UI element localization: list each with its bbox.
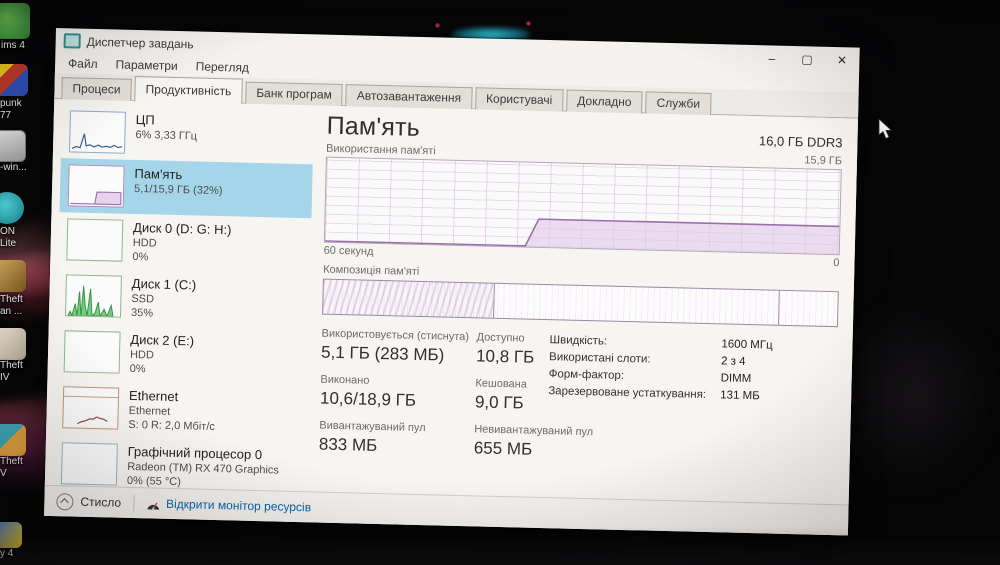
disk0-mini-graph xyxy=(66,218,124,262)
desktop-icon-sims[interactable] xyxy=(0,3,30,39)
memory-statistics: Використовується (стиснута) 5,1 ГБ (283 … xyxy=(319,328,838,468)
detail-value: 1600 МГц xyxy=(721,338,773,352)
memory-usage-graph xyxy=(323,156,842,256)
sidebar-item-ethernet[interactable]: Ethernet Ethernet S: 0 R: 2,0 Мбіт/с xyxy=(54,380,307,442)
cpu-mini-graph xyxy=(68,110,126,154)
menu-view[interactable]: Перегляд xyxy=(195,59,250,75)
gpu-mini-graph xyxy=(60,442,118,486)
window-title: Диспетчер завдань xyxy=(86,34,194,51)
desktop-icon-label: ims 4 xyxy=(1,40,25,51)
sidebar-item-sub: 6% 3,33 ГГц xyxy=(135,128,198,143)
tab-startup[interactable]: Автозавантаження xyxy=(345,84,473,110)
maximize-button[interactable]: ▢ xyxy=(801,51,813,66)
graph-time-label: 60 секунд xyxy=(323,244,374,258)
stat-nonpaged-pool: Невивантажуваний пул 655 МБ xyxy=(473,423,594,459)
red-indicator-dot xyxy=(435,23,440,28)
sidebar-item-sub: HDD xyxy=(129,348,155,362)
desktop-icon-cyberpunk[interactable] xyxy=(0,64,28,96)
tab-details[interactable]: Докладно xyxy=(566,89,643,114)
disk1-mini-graph xyxy=(64,274,122,318)
disk2-mini-graph xyxy=(63,330,121,374)
tab-app-history[interactable]: Банк програм xyxy=(245,81,344,107)
memory-usage-fill xyxy=(324,219,840,255)
sidebar-item-memory[interactable]: Пам'ять 5,1/15,9 ГБ (32%) xyxy=(59,158,313,219)
sidebar-item-sub: S: 0 R: 2,0 Мбіт/с xyxy=(128,418,215,433)
detail-label: Використані слоти: xyxy=(548,351,651,366)
resource-monitor-icon xyxy=(146,501,159,510)
ethernet-mini-graph xyxy=(62,386,120,430)
memory-mini-graph xyxy=(67,164,125,208)
usage-graph-label: Використання пам'яті xyxy=(325,142,436,158)
desktop-icon-label: Theft an ... xyxy=(0,294,23,317)
footer-divider xyxy=(132,495,135,512)
app-icon xyxy=(63,33,81,49)
menu-file[interactable]: Файл xyxy=(67,56,98,72)
collapse-label[interactable]: Стисло xyxy=(80,494,122,510)
sidebar-item-disk1[interactable]: Диск 1 (C:) SSD 35% xyxy=(57,268,310,330)
desktop-icon-gta-v[interactable] xyxy=(0,424,26,456)
usage-graph-max: 15,9 ГБ xyxy=(804,154,843,168)
composition-inuse-segment xyxy=(323,279,495,318)
sidebar-item-sub: 0% xyxy=(132,250,149,264)
sidebar-item-disk0[interactable]: Диск 0 (D: G: H:) HDD 0% xyxy=(58,212,311,274)
menu-options[interactable]: Параметри xyxy=(115,57,178,73)
memory-usage-line xyxy=(325,214,840,254)
tab-services[interactable]: Служби xyxy=(645,91,712,116)
desktop-icon-label: ON Lite xyxy=(0,226,17,249)
desktop-icon-gta-sa[interactable] xyxy=(0,260,26,292)
mouse-cursor xyxy=(878,118,893,140)
screen-haze xyxy=(855,290,1000,500)
pane-title: Пам'ять xyxy=(326,111,421,142)
desktop-icon-gta-iv[interactable] xyxy=(0,328,26,360)
sidebar-item-sub: 35% xyxy=(130,306,154,320)
composition-standby-divider xyxy=(777,290,780,325)
tab-performance[interactable]: Продуктивність xyxy=(134,75,243,105)
close-button[interactable]: ✕ xyxy=(836,52,848,67)
sidebar-item-sub: SSD xyxy=(131,292,155,306)
detail-value: 131 МБ xyxy=(720,389,760,403)
sidebar-item-title: Диск 2 (E:) xyxy=(130,331,195,349)
tab-processes[interactable]: Процеси xyxy=(61,77,132,101)
sidebar-item-cpu[interactable]: ЦП 6% 3,33 ГГц xyxy=(61,104,314,164)
detail-value: 2 з 4 xyxy=(720,355,746,368)
memory-capacity: 16,0 ГБ DDR3 xyxy=(758,133,843,151)
detail-label: Швидкість: xyxy=(549,334,608,348)
detail-value: DIMM xyxy=(720,372,752,386)
stat-committed: Виконано 10,6/18,9 ГБ xyxy=(319,373,417,410)
stat-in-use: Використовується (стиснута) 5,1 ГБ (283 … xyxy=(320,327,470,365)
desktop-icon-label: Theft V xyxy=(0,456,23,479)
task-manager-window: Диспетчер завдань – ▢ ✕ Файл Параметри П… xyxy=(44,28,860,536)
desktop-icon-label: Theft IV xyxy=(0,360,23,383)
memory-hardware-details: Швидкість: 1600 МГц Використані слоти: 2… xyxy=(548,334,773,402)
sidebar-item-disk2[interactable]: Диск 2 (E:) HDD 0% xyxy=(55,324,308,386)
sidebar-item-sub: 0% xyxy=(129,362,146,376)
desktop-icon-farcry[interactable] xyxy=(0,522,22,548)
desktop-icon-win[interactable] xyxy=(0,130,26,162)
stat-paged-pool: Вивантажуваний пул 833 МБ xyxy=(318,419,426,455)
red-indicator-dot xyxy=(526,21,531,26)
memory-detail-pane: Пам'ять 16,0 ГБ DDR3 Використання пам'ят… xyxy=(305,105,858,504)
sidebar-item-sub: 5,1/15,9 ГБ (32%) xyxy=(133,182,223,198)
tab-users[interactable]: Користувачі xyxy=(474,87,564,112)
desktop-icon-label: -win... xyxy=(0,162,27,173)
collapse-icon[interactable] xyxy=(56,492,74,511)
footer-bar: Стисло Відкрити монітор ресурсів xyxy=(44,484,849,536)
graph-zero-label: 0 xyxy=(833,257,840,270)
sidebar-item-title: ЦП xyxy=(135,111,155,128)
performance-sidebar: ЦП 6% 3,33 ГГц Пам'ять 5,1/15,9 ГБ (32%)… xyxy=(45,99,314,491)
desktop-icon-label: y 4 xyxy=(0,548,14,559)
screen-haze xyxy=(0,538,1000,565)
open-resource-monitor-link[interactable]: Відкрити монітор ресурсів xyxy=(165,496,312,515)
desktop-icon-label: punk 77 xyxy=(0,98,22,121)
sidebar-item-title: Диск 1 (C:) xyxy=(131,275,197,293)
detail-label: Форм-фактор: xyxy=(548,368,625,382)
minimize-button[interactable]: – xyxy=(768,50,776,66)
